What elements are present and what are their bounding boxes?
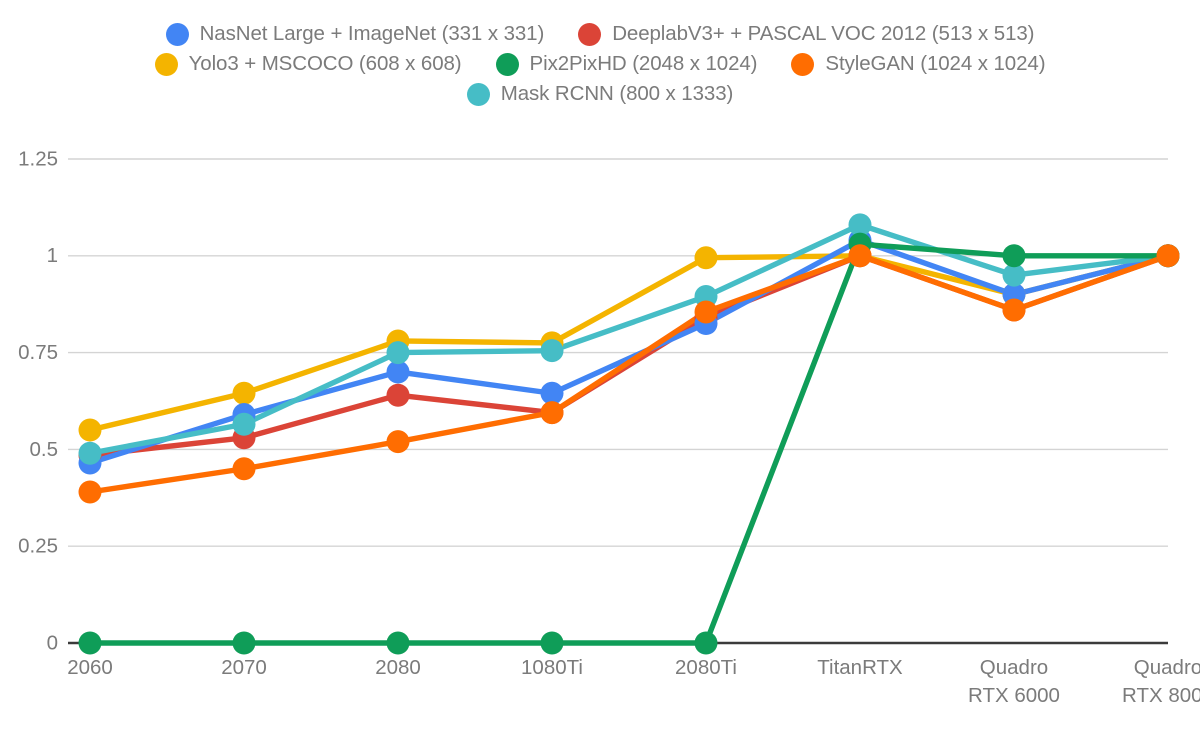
- legend-swatch-icon: [466, 82, 490, 106]
- series-data-point[interactable]: [78, 441, 102, 465]
- legend-row: Mask RCNN (800 x 1333): [466, 82, 734, 106]
- legend-item-label: Pix2PixHD (2048 x 1024): [529, 52, 758, 75]
- y-axis-tick-label: 0.25: [18, 535, 58, 558]
- series-data-point[interactable]: [386, 631, 410, 655]
- series-data-point[interactable]: [694, 300, 718, 324]
- series-line: [87, 253, 1171, 495]
- legend-swatch-icon: [154, 52, 178, 76]
- legend-swatch-icon: [495, 52, 519, 76]
- legend-swatch-icon: [791, 52, 815, 76]
- series-data-point[interactable]: [848, 213, 872, 237]
- series-data-point[interactable]: [78, 631, 102, 655]
- series-data-point[interactable]: [232, 457, 256, 481]
- chart-legend: NasNet Large + ImageNet (331 x 331) Deepl…: [0, 22, 1200, 106]
- series-data-point[interactable]: [540, 401, 564, 425]
- series-data-point[interactable]: [386, 383, 410, 407]
- series-data-point[interactable]: [386, 430, 410, 454]
- series-data-point[interactable]: [386, 360, 410, 384]
- series-data-point[interactable]: [232, 631, 256, 655]
- legend-item[interactable]: Mask RCNN (800 x 1333): [466, 82, 734, 106]
- x-axis-tick-label: 1080Ti: [521, 656, 583, 679]
- series-data-point[interactable]: [78, 418, 102, 442]
- series-data-point[interactable]: [1002, 263, 1026, 287]
- x-axis-tick-label: Quadro: [980, 656, 1048, 679]
- legend-row: NasNet Large + ImageNet (331 x 331) Deepl…: [165, 22, 1035, 46]
- series-data-point[interactable]: [694, 246, 718, 270]
- legend-item[interactable]: DeeplabV3+ + PASCAL VOC 2012 (513 x 513): [578, 22, 1035, 46]
- y-axis-tick-label: 1.25: [18, 147, 58, 170]
- y-axis-tick-label: 0: [47, 631, 58, 654]
- legend-item-label: Mask RCNN (800 x 1333): [500, 82, 734, 105]
- x-axis-tick-label: Quadro: [1134, 656, 1200, 679]
- series-data-point[interactable]: [540, 631, 564, 655]
- x-axis-tick-label: 2080: [375, 656, 421, 679]
- series-data-point[interactable]: [1156, 244, 1180, 268]
- series-data-point[interactable]: [848, 244, 872, 268]
- x-axis-tick-label: 2060: [67, 656, 113, 679]
- series-data-point[interactable]: [1002, 298, 1026, 322]
- legend-swatch-icon: [165, 22, 189, 46]
- legend-item-label: DeeplabV3+ + PASCAL VOC 2012 (513 x 513): [612, 22, 1035, 45]
- series-line: [87, 237, 1171, 466]
- series-data-point[interactable]: [694, 631, 718, 655]
- legend-item[interactable]: NasNet Large + ImageNet (331 x 331): [165, 22, 545, 46]
- series-line: [87, 241, 1171, 646]
- x-axis-tick-label: 2080Ti: [675, 656, 737, 679]
- x-axis-tick-label: 2070: [221, 656, 267, 679]
- legend-item-label: NasNet Large + ImageNet (331 x 331): [199, 22, 545, 45]
- series-data-point[interactable]: [232, 381, 256, 405]
- legend-swatch-icon: [578, 22, 602, 46]
- y-axis-tick-label: 1: [47, 244, 58, 267]
- y-axis-tick-label: 0.75: [18, 341, 58, 364]
- x-axis-tick-label-line2: RTX 8000: [1122, 684, 1200, 707]
- legend-item-label: Yolo3 + MSCOCO (608 x 608): [188, 52, 462, 75]
- series-data-point[interactable]: [78, 480, 102, 504]
- series-data-point[interactable]: [232, 412, 256, 436]
- x-axis-tick-label-line2: RTX 6000: [968, 684, 1060, 707]
- legend-item[interactable]: Yolo3 + MSCOCO (608 x 608): [154, 52, 462, 76]
- series-data-point[interactable]: [540, 339, 564, 363]
- legend-item[interactable]: Pix2PixHD (2048 x 1024): [495, 52, 758, 76]
- series-data-point[interactable]: [1002, 244, 1026, 268]
- series-line: [87, 222, 1171, 456]
- x-axis-tick-label: TitanRTX: [817, 656, 903, 679]
- series-data-point[interactable]: [540, 381, 564, 405]
- series-data-point[interactable]: [386, 341, 410, 365]
- legend-row: Yolo3 + MSCOCO (608 x 608) Pix2PixHD (204…: [154, 52, 1046, 76]
- legend-item-label: StyleGAN (1024 x 1024): [825, 52, 1046, 75]
- legend-item[interactable]: StyleGAN (1024 x 1024): [791, 52, 1046, 76]
- y-axis-tick-label: 0.5: [30, 438, 59, 461]
